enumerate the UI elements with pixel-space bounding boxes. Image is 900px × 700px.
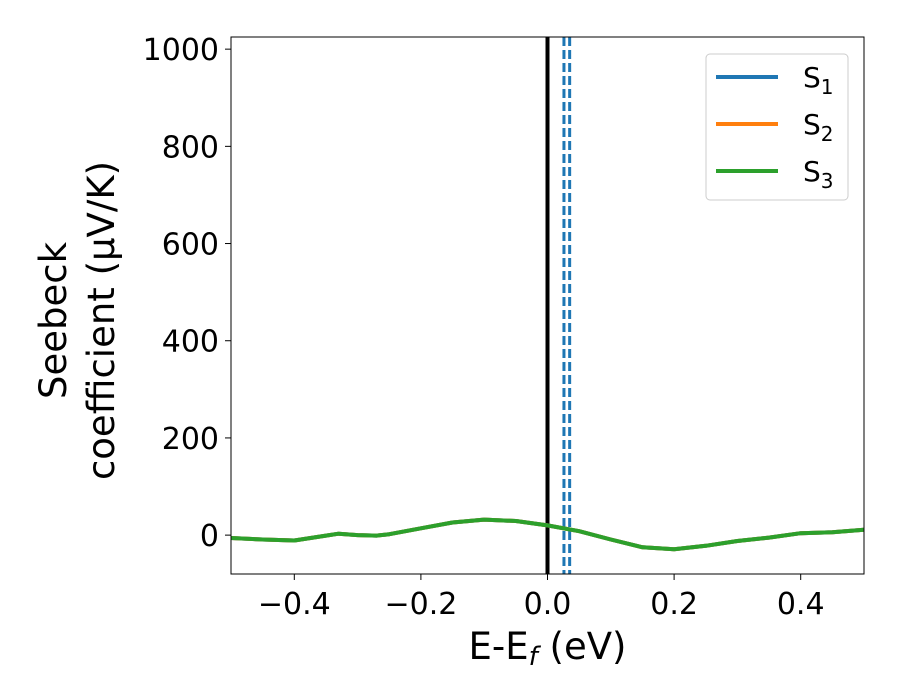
x-axis-label: E-Ef (eV): [469, 625, 627, 672]
x-tick-label: −0.2: [384, 587, 457, 622]
y-tick-label: 800: [162, 130, 219, 165]
legend-label-s3: S3: [803, 155, 834, 193]
y-axis-label-line2: coefficient (μV/K): [80, 161, 123, 480]
legend-label-s2: S2: [803, 108, 834, 146]
x-tick-label: 0.2: [650, 587, 698, 622]
series-line-s3: [231, 517, 864, 552]
y-tick-label: 1000: [143, 33, 219, 68]
y-tick-label: 0: [200, 519, 219, 554]
legend-box: [705, 53, 849, 201]
x-axis-label-unit: (eV): [538, 625, 627, 668]
y-axis-label: Seebeck coefficient (μV/K): [32, 161, 123, 480]
y-tick-label: 600: [162, 228, 219, 263]
ticks: −0.4 −0.2 0.0 0.2 0.4 0 200 400 600 800 1000: [143, 33, 825, 622]
plot-area: [231, 37, 864, 574]
x-tick-label: 0.0: [524, 587, 572, 622]
x-axis-label-main: E-E: [469, 625, 529, 668]
legend-label-s1: S1: [803, 61, 834, 99]
x-tick-label: 0.4: [777, 587, 825, 622]
y-axis-label-line1: Seebeck: [32, 241, 75, 399]
y-tick-label: 400: [162, 325, 219, 360]
x-tick-label: −0.4: [258, 587, 331, 622]
y-tick-label: 200: [162, 422, 219, 457]
legend: S1 S2 S3: [705, 53, 849, 201]
